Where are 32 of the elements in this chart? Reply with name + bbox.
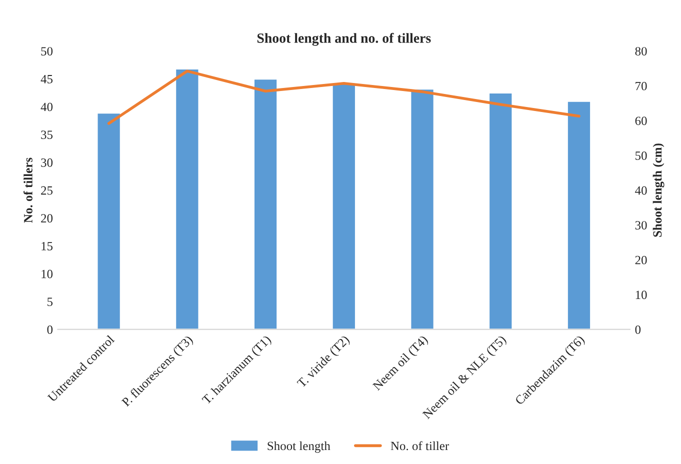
y2-tick-label: 10 (636, 290, 647, 300)
bar (410, 88, 435, 330)
y-tick-label: 25 (41, 186, 53, 195)
y2-tick-label: 60 (635, 116, 647, 126)
legend-label: No. of tiller (390, 441, 449, 450)
y2-tick-label: 20 (635, 256, 647, 264)
legend-label: Shoot length (268, 441, 330, 453)
line-series (107, 70, 580, 125)
y-tick-label: 40 (40, 102, 53, 112)
bar (253, 78, 278, 330)
y-tick-label: 50 (41, 47, 53, 56)
y-axis-title: No. of tillers (24, 158, 32, 223)
y2-tick-label: 50 (636, 151, 647, 160)
y-tick-label: 35 (41, 130, 53, 140)
chart-title: Shoot length and no. of tillers (257, 32, 431, 46)
y-tick-label: 5 (48, 298, 53, 306)
y2-tick-label: 30 (635, 221, 647, 230)
bar (566, 100, 592, 330)
bar (96, 112, 122, 330)
bar (174, 68, 200, 330)
y2-tick-label: 0 (635, 325, 641, 334)
bar (488, 92, 514, 330)
y-tick-label: 15 (42, 242, 53, 250)
y-tick-label: 10 (42, 270, 53, 278)
y2-axis-title: Shoot length (cm) (652, 144, 664, 237)
y-tick-label: 20 (41, 214, 53, 223)
y-tick-label: 30 (41, 158, 53, 167)
y-tick-label: 0 (47, 325, 53, 334)
y-tick-label: 45 (40, 74, 53, 84)
y2-tick-label: 40 (635, 186, 647, 195)
y2-tick-label: 80 (635, 47, 647, 56)
y2-tick-label: 70 (636, 82, 647, 90)
